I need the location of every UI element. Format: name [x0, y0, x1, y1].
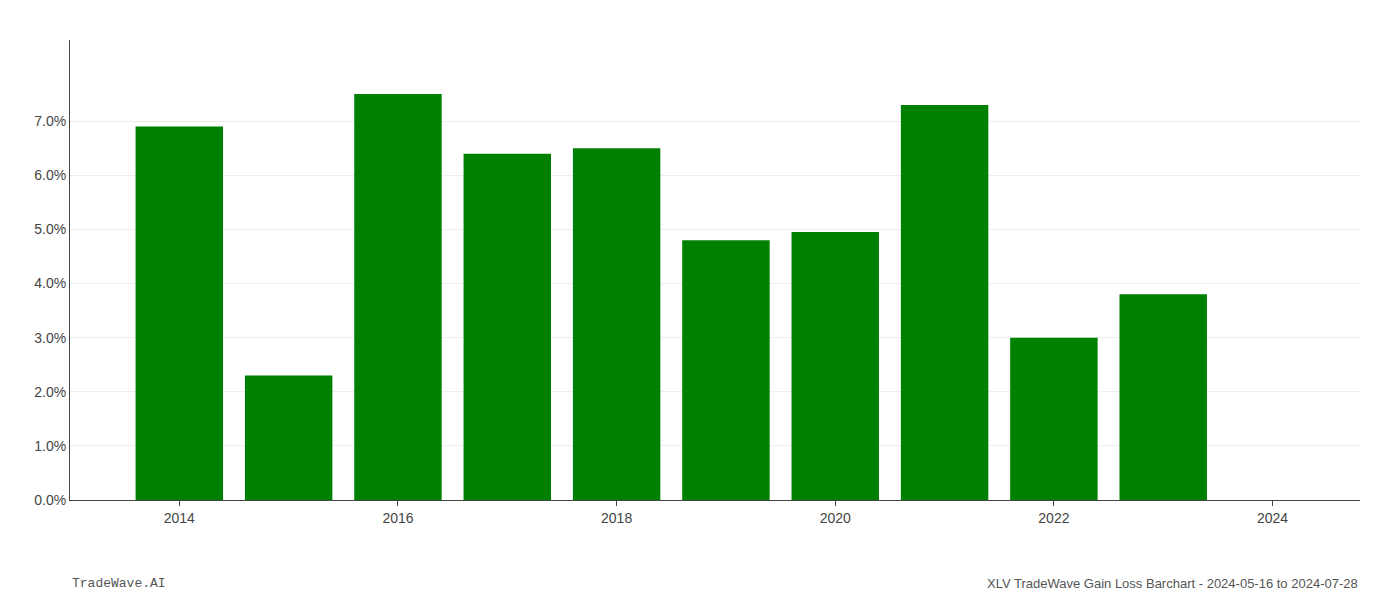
svg-text:2014: 2014: [164, 510, 195, 526]
svg-text:XLV TradeWave Gain Loss Barcha: XLV TradeWave Gain Loss Barchart - 2024-…: [987, 576, 1358, 591]
svg-text:3.0%: 3.0%: [34, 330, 66, 346]
svg-text:2018: 2018: [601, 510, 632, 526]
svg-text:0.0%: 0.0%: [34, 492, 66, 508]
svg-text:5.0%: 5.0%: [34, 221, 66, 237]
svg-text:2020: 2020: [820, 510, 851, 526]
svg-text:4.0%: 4.0%: [34, 275, 66, 291]
svg-text:7.0%: 7.0%: [34, 113, 66, 129]
svg-text:2022: 2022: [1038, 510, 1069, 526]
svg-text:TradeWave.AI: TradeWave.AI: [72, 576, 166, 591]
svg-text:2016: 2016: [382, 510, 413, 526]
svg-text:1.0%: 1.0%: [34, 438, 66, 454]
svg-text:6.0%: 6.0%: [34, 167, 66, 183]
svg-text:2024: 2024: [1257, 510, 1288, 526]
svg-text:2.0%: 2.0%: [34, 384, 66, 400]
